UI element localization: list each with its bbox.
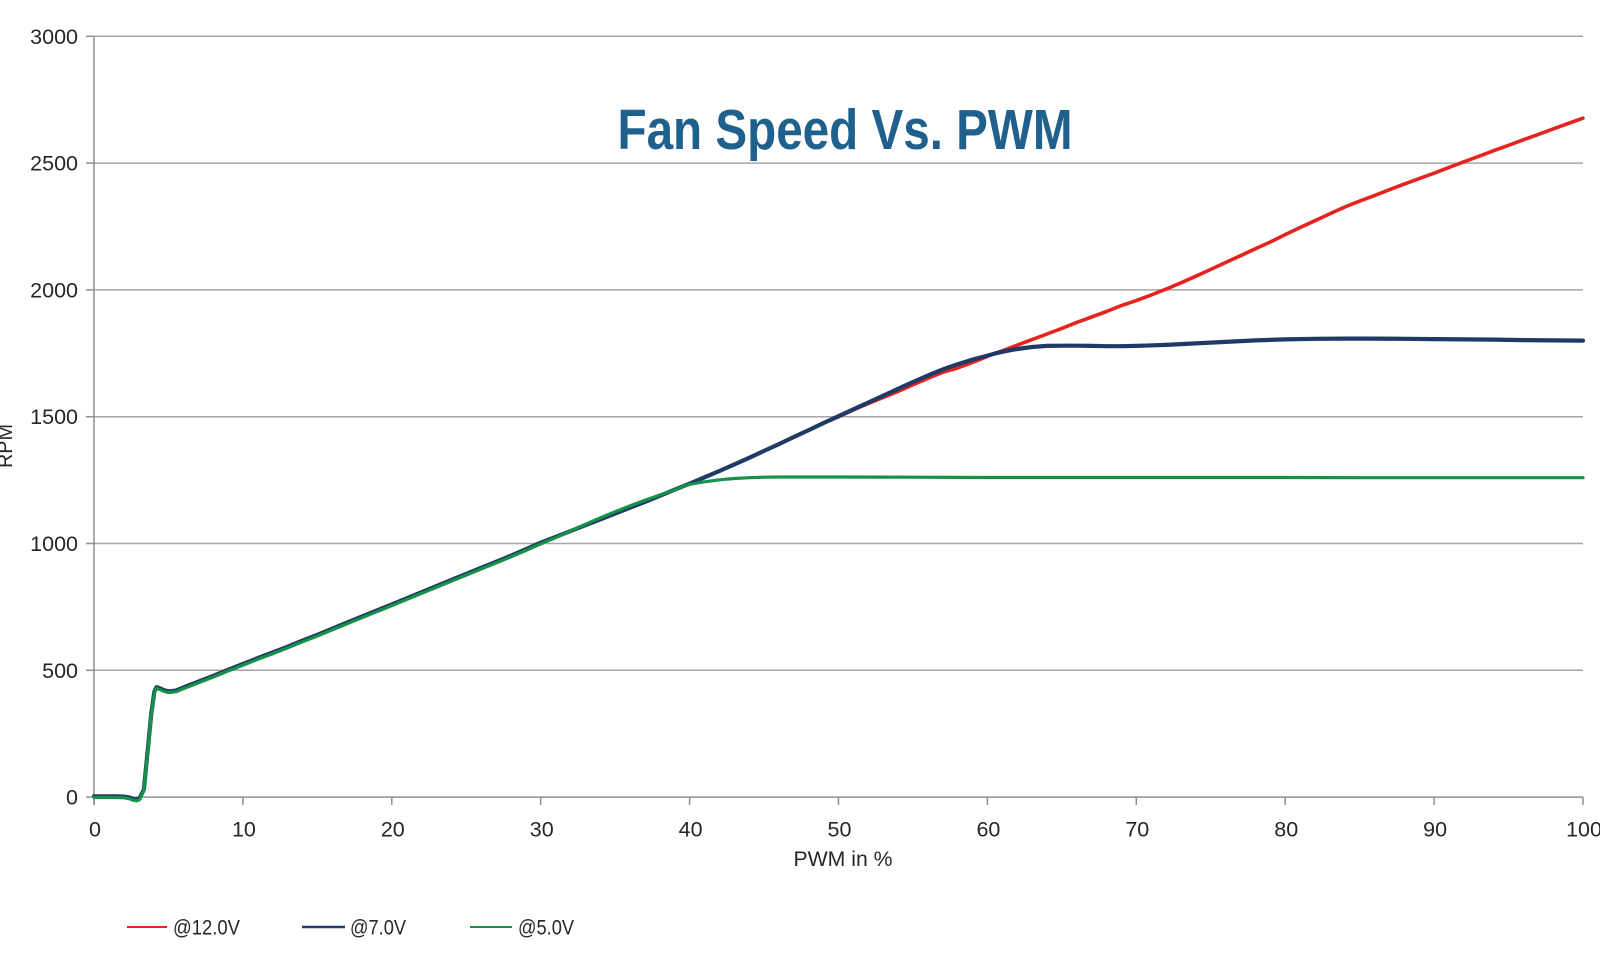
svg-text:@7.0V: @7.0V [350,916,407,940]
svg-text:Fan Speed Vs. PWM: Fan Speed Vs. PWM [618,98,1073,162]
svg-text:90: 90 [1423,818,1447,842]
svg-text:RPM: RPM [0,424,17,468]
svg-text:1500: 1500 [30,405,78,429]
svg-text:30: 30 [530,818,554,842]
svg-text:0: 0 [66,786,78,810]
svg-text:100: 100 [1566,818,1600,842]
svg-text:80: 80 [1274,818,1298,842]
svg-text:40: 40 [679,818,703,842]
svg-text:70: 70 [1125,818,1149,842]
svg-text:0: 0 [89,818,101,842]
svg-text:20: 20 [381,818,405,842]
svg-text:2500: 2500 [30,152,78,176]
svg-text:PWM in %: PWM in % [794,847,893,871]
svg-text:3000: 3000 [30,25,78,49]
svg-text:10: 10 [232,818,256,842]
svg-text:60: 60 [976,818,1000,842]
svg-text:500: 500 [42,659,78,683]
svg-text:@12.0V: @12.0V [173,916,241,940]
svg-text:2000: 2000 [30,278,78,302]
svg-text:@5.0V: @5.0V [518,916,575,940]
svg-text:50: 50 [828,818,852,842]
svg-text:1000: 1000 [30,532,78,556]
